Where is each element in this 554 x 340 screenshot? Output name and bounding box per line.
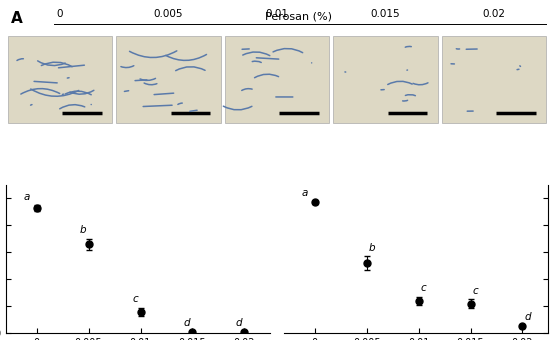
Text: c: c — [421, 284, 427, 293]
Text: c: c — [132, 294, 138, 304]
Text: d: d — [236, 318, 243, 328]
Text: 0.005: 0.005 — [153, 10, 183, 19]
FancyBboxPatch shape — [442, 36, 546, 123]
Text: Perosan (%): Perosan (%) — [265, 11, 332, 21]
Text: 0.01: 0.01 — [265, 10, 289, 19]
FancyBboxPatch shape — [225, 36, 329, 123]
Text: b: b — [80, 225, 87, 235]
Text: c: c — [473, 286, 479, 296]
Text: b: b — [368, 243, 375, 253]
Text: a: a — [301, 188, 307, 198]
Text: A: A — [11, 11, 23, 27]
FancyBboxPatch shape — [8, 36, 112, 123]
Text: 0.02: 0.02 — [483, 10, 506, 19]
FancyBboxPatch shape — [116, 36, 220, 123]
Text: 0: 0 — [57, 10, 63, 19]
Text: a: a — [23, 192, 29, 202]
FancyBboxPatch shape — [334, 36, 438, 123]
Text: d: d — [184, 318, 191, 328]
Text: 0.015: 0.015 — [371, 10, 401, 19]
Text: d: d — [525, 312, 531, 322]
